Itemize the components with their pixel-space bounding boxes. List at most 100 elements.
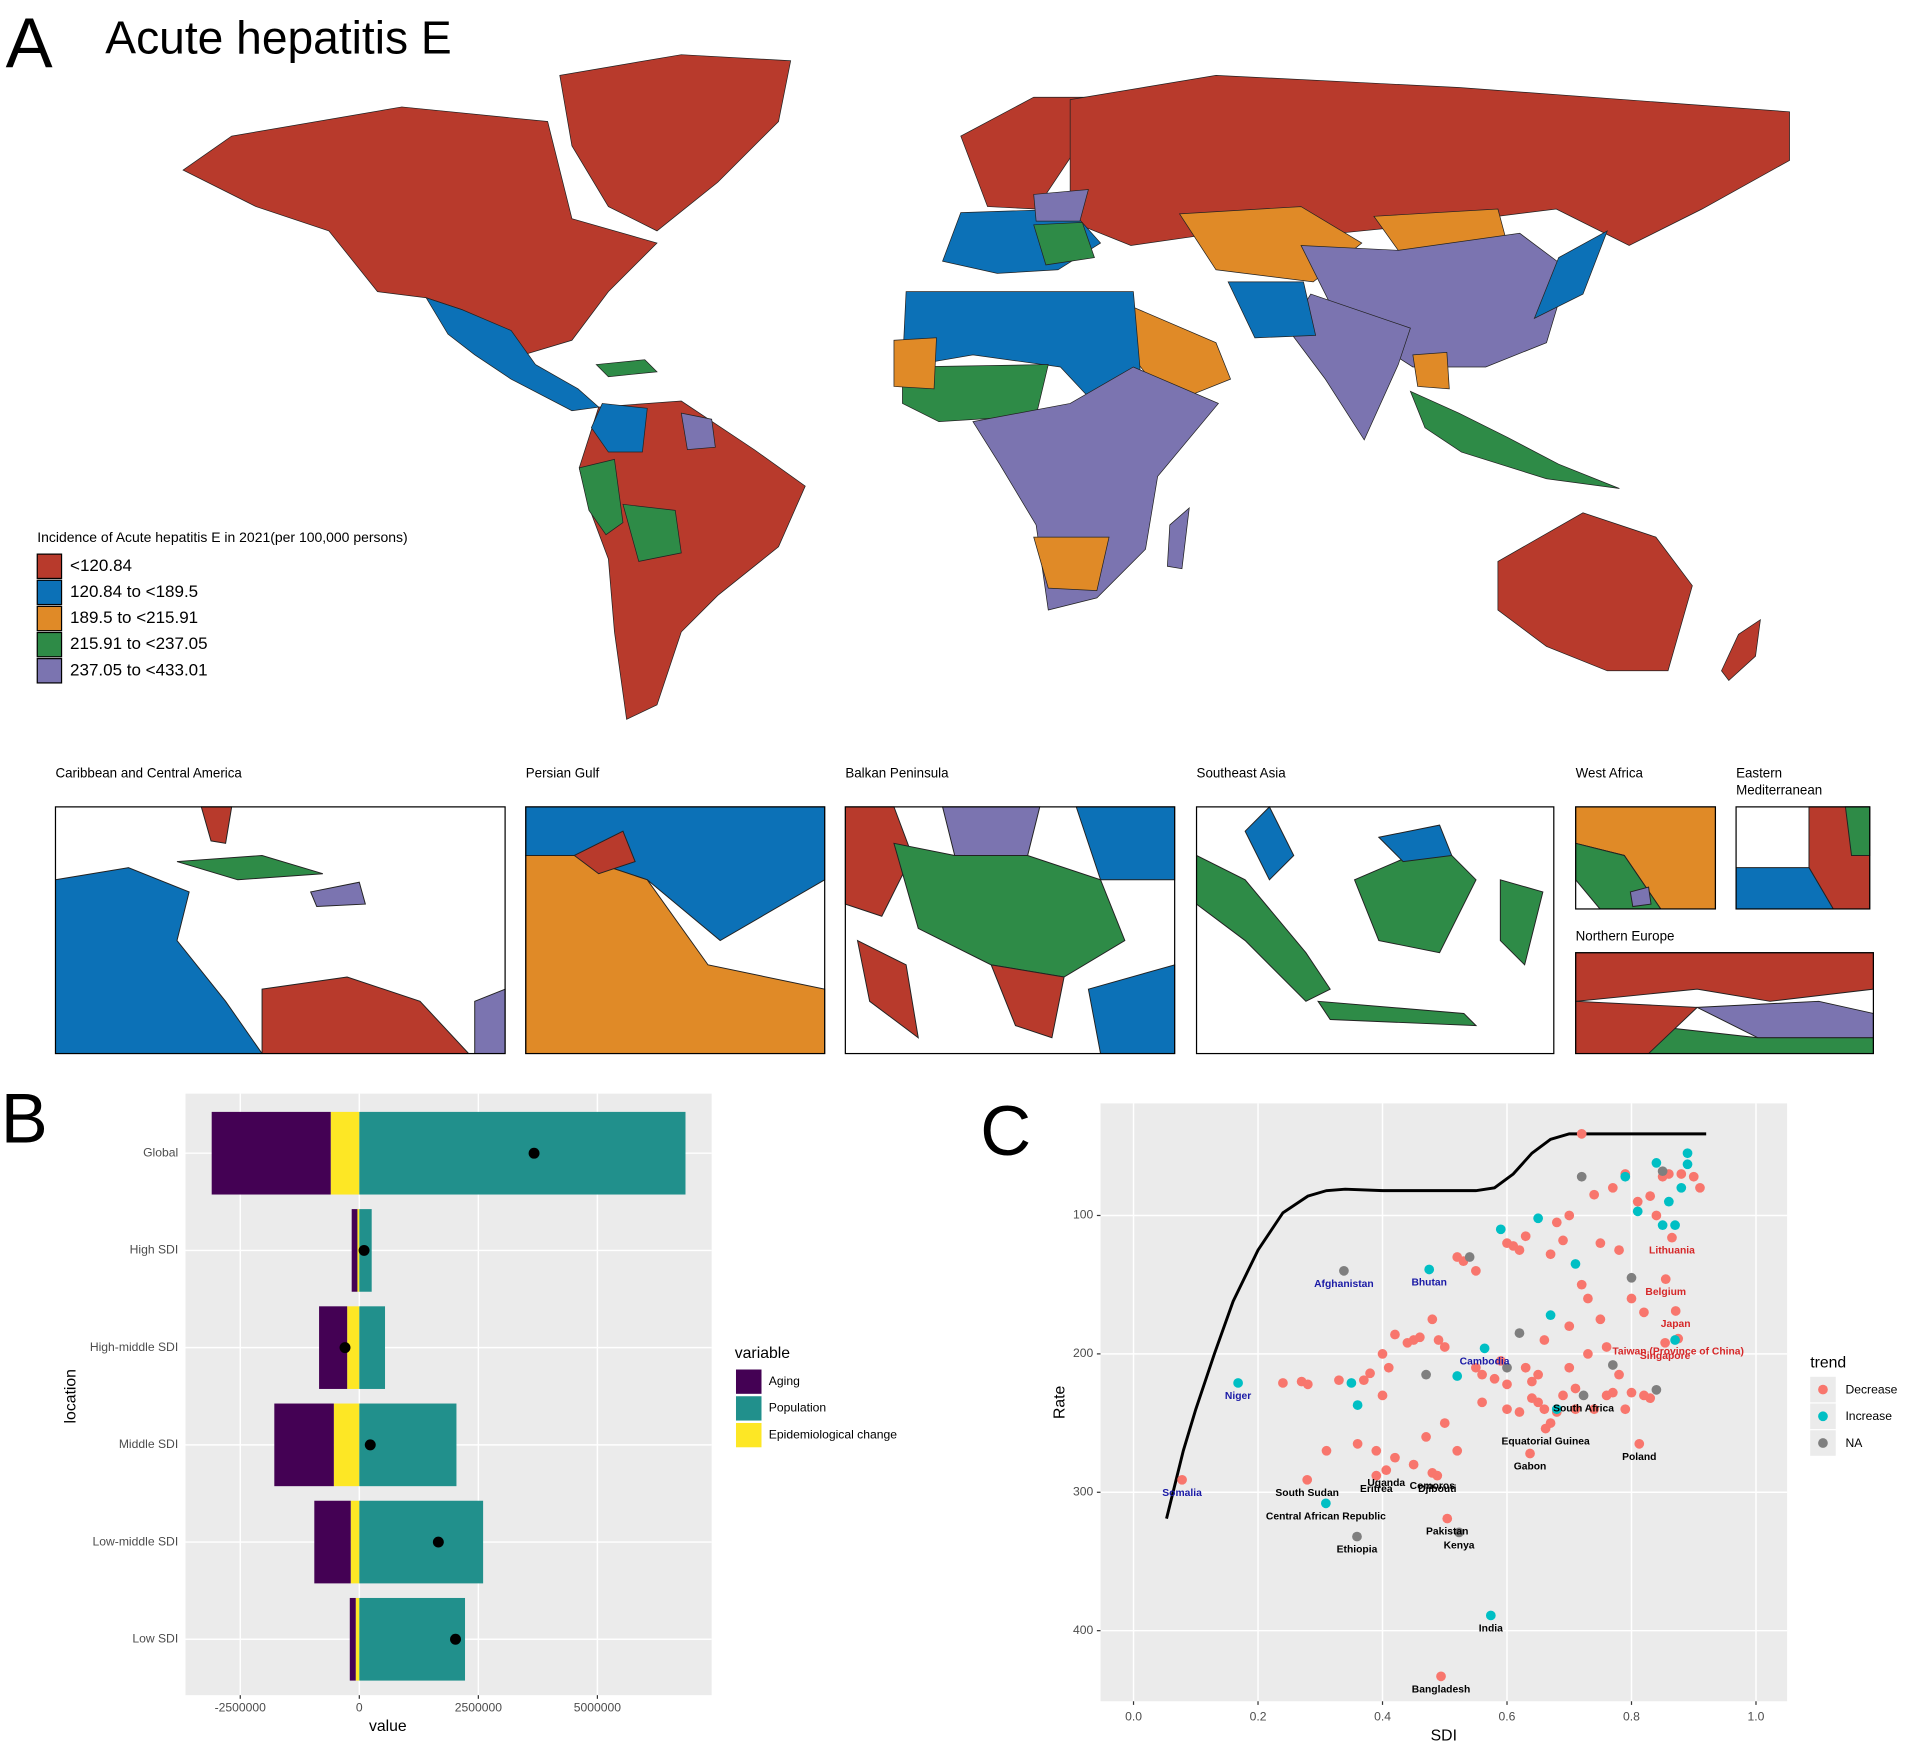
x-tick-label: 0.8 <box>1623 1709 1640 1723</box>
y-tick-label: Low-middle SDI <box>93 1534 179 1548</box>
panel-label: C <box>980 1091 1031 1170</box>
point <box>1651 1158 1662 1168</box>
point-label: Belgium <box>1645 1287 1686 1298</box>
x-tick-label: 0.6 <box>1499 1709 1516 1723</box>
point-label: India <box>1479 1624 1503 1635</box>
inset-title: Caribbean and Central America <box>55 766 242 781</box>
map-region <box>54 867 263 1055</box>
map-region <box>474 988 506 1055</box>
map-region <box>1629 886 1652 908</box>
inset-map <box>54 806 506 1055</box>
point <box>1495 1224 1506 1235</box>
map-region <box>990 964 1065 1039</box>
y-tick-label: 300 <box>1073 1484 1094 1498</box>
x-axis-title: SDI <box>1431 1728 1457 1745</box>
point <box>1576 1279 1587 1290</box>
bar-segment <box>359 1597 466 1681</box>
y-tick-label: High SDI <box>130 1243 179 1257</box>
point <box>1660 1337 1670 1348</box>
legend-swatch <box>735 1422 762 1448</box>
map-region <box>972 366 1220 611</box>
point <box>1390 1452 1400 1463</box>
point <box>1660 1274 1671 1285</box>
x-tick-label: 2500000 <box>455 1701 503 1715</box>
point-label: South Africa <box>1553 1403 1614 1414</box>
point <box>1442 1513 1453 1524</box>
point <box>1570 1404 1581 1415</box>
point-label: Djibouti <box>1418 1484 1457 1495</box>
point <box>1663 1196 1674 1207</box>
y-tick-label: 200 <box>1073 1346 1094 1360</box>
inset-frame <box>1575 806 1717 910</box>
point <box>1424 1264 1435 1275</box>
x-tick-label: 0.0 <box>1125 1709 1142 1723</box>
point <box>1620 1171 1631 1182</box>
point <box>1390 1329 1400 1340</box>
map-region <box>1069 74 1790 246</box>
point-label: Bangladesh <box>1412 1684 1470 1695</box>
point-label: Poland <box>1622 1452 1656 1463</box>
point <box>1302 1474 1313 1485</box>
point <box>1626 1293 1637 1304</box>
point <box>1514 1328 1525 1338</box>
map-region <box>856 939 919 1039</box>
inset-frame <box>54 806 506 1055</box>
point <box>1479 1343 1490 1354</box>
legend-label: 215.91 to <237.05 <box>70 634 208 653</box>
map-region <box>680 412 716 451</box>
map-region <box>1075 806 1176 881</box>
point <box>1334 1375 1344 1386</box>
point <box>1452 1371 1463 1381</box>
point <box>1502 1379 1512 1390</box>
bar-segment <box>347 1306 360 1389</box>
point <box>1695 1182 1705 1193</box>
point <box>1514 1407 1525 1417</box>
point <box>1471 1362 1481 1373</box>
point <box>1352 1438 1363 1449</box>
map-region <box>176 854 323 881</box>
point <box>1688 1171 1699 1182</box>
point <box>1495 1355 1506 1366</box>
point <box>1667 1232 1677 1243</box>
bar-segment <box>274 1403 334 1487</box>
point-label: Cambodia <box>1460 1356 1510 1367</box>
legend-label: 120.84 to <189.5 <box>70 582 198 601</box>
legend-label: Increase <box>1845 1409 1892 1423</box>
point <box>1439 1342 1450 1352</box>
point <box>1682 1148 1693 1159</box>
bar-segment <box>359 1306 386 1389</box>
point <box>1589 1404 1600 1415</box>
map-region <box>200 806 233 844</box>
point <box>1539 1404 1550 1415</box>
bar-segment <box>211 1111 331 1195</box>
point <box>1676 1169 1687 1179</box>
map-region <box>573 830 636 875</box>
inset-title: Southeast Asia <box>1197 766 1287 781</box>
point <box>1645 1393 1656 1404</box>
legend-title: trend <box>1810 1355 1846 1372</box>
inset-map <box>1575 806 1716 910</box>
fit-line <box>1165 1132 1707 1519</box>
point <box>1415 1332 1425 1343</box>
panel-label: A <box>6 3 53 82</box>
point <box>1632 1196 1643 1207</box>
map-region <box>1721 618 1761 682</box>
point <box>1676 1182 1687 1193</box>
x-axis-title: value <box>369 1718 407 1735</box>
point <box>1477 1369 1487 1380</box>
point <box>1539 1335 1550 1345</box>
bar-segment <box>333 1403 360 1487</box>
point <box>1620 1404 1631 1415</box>
point <box>1545 1249 1556 1260</box>
point <box>1427 1314 1438 1325</box>
y-tick-label: 100 <box>1073 1208 1094 1222</box>
map-region <box>578 400 806 720</box>
inset-map <box>1575 952 1874 1055</box>
legend-title: Incidence of Acute hepatitis E in 2021(p… <box>37 529 407 545</box>
point <box>1657 1166 1668 1177</box>
point <box>1558 1235 1568 1246</box>
map-region <box>1196 854 1331 1002</box>
point <box>1614 1369 1624 1380</box>
bar-segment <box>355 1597 360 1681</box>
